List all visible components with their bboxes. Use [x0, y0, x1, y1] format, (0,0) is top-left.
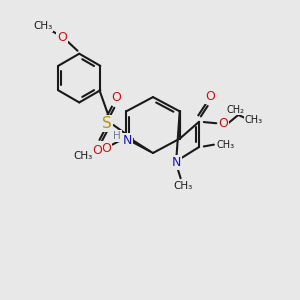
Text: O: O — [112, 91, 122, 103]
Text: O: O — [57, 31, 67, 44]
Text: O: O — [205, 90, 215, 103]
Text: N: N — [172, 156, 181, 169]
Text: CH₃: CH₃ — [73, 151, 92, 161]
Text: N: N — [122, 134, 132, 147]
Text: O: O — [101, 142, 111, 155]
Text: H: H — [113, 131, 121, 141]
Text: O: O — [92, 144, 102, 157]
Text: CH₃: CH₃ — [217, 140, 235, 150]
Text: CH₃: CH₃ — [33, 21, 52, 32]
Text: O: O — [218, 117, 228, 130]
Text: CH₃: CH₃ — [245, 115, 263, 125]
Text: CH₃: CH₃ — [173, 181, 193, 191]
Text: S: S — [102, 116, 112, 131]
Text: CH₂: CH₂ — [226, 105, 244, 115]
